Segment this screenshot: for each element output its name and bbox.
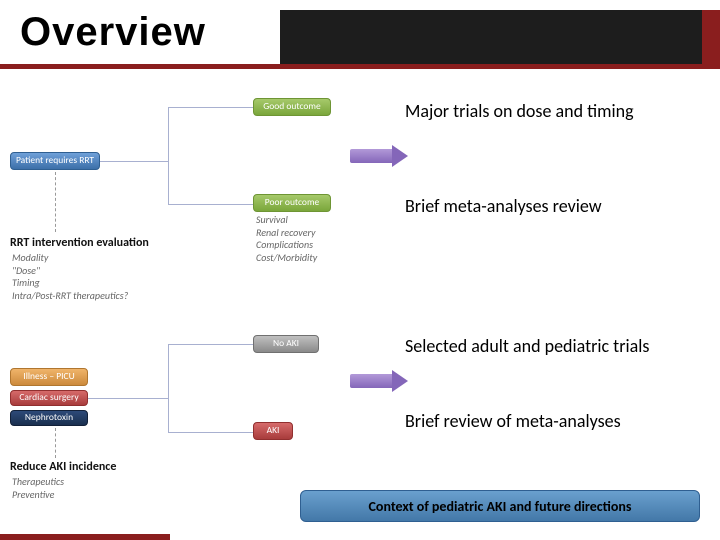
eval-item: Modality	[12, 252, 128, 265]
box-aki: AKI	[253, 422, 293, 440]
eval-item: Preventive	[12, 489, 64, 502]
line	[168, 344, 169, 432]
line	[168, 107, 169, 204]
box-good-outcome: Good outcome	[253, 98, 331, 116]
bottom-banner: Context of pediatric AKI and future dire…	[300, 490, 700, 522]
arrow-head-icon	[392, 145, 408, 167]
box-patient-rrt: Patient requires RRT	[10, 152, 100, 170]
right-text-4: Brief review of meta-analyses	[405, 410, 621, 432]
box-cardiac: Cardiac surgery	[10, 390, 88, 406]
arrow-stem	[350, 149, 394, 163]
eval-item: Therapeutics	[12, 476, 64, 489]
eval-item: Timing	[12, 277, 128, 290]
eval-item: Intra/Post-RRT therapeutics?	[12, 290, 128, 303]
right-text-3: Selected adult and pediatric trials	[405, 335, 649, 357]
box-no-aki: No AKI	[253, 335, 319, 353]
line	[168, 107, 253, 108]
eval-lower-heading: Reduce AKI incidence	[10, 460, 116, 474]
line	[168, 204, 253, 205]
line	[168, 432, 253, 433]
eval-item: Cost/Morbidity	[256, 252, 317, 265]
right-text-2: Brief meta-analyses review	[405, 195, 602, 217]
line	[88, 398, 168, 399]
eval-middle-list: Survival Renal recovery Complications Co…	[256, 214, 317, 264]
eval-lower-list: Therapeutics Preventive	[12, 476, 64, 501]
title-dark-block	[280, 10, 720, 64]
eval-item: Survival	[256, 214, 317, 227]
arrow-upper	[350, 145, 410, 167]
arrow-head-icon	[392, 370, 408, 392]
line	[100, 161, 168, 162]
eval-item: Complications	[256, 239, 317, 252]
dashed-line	[55, 172, 56, 232]
arrow-lower	[350, 370, 410, 392]
right-text-1: Major trials on dose and timing	[405, 100, 634, 122]
page-title: Overview	[20, 10, 206, 55]
dashed-line	[55, 428, 56, 458]
box-nephrotoxin: Nephrotoxin	[10, 410, 88, 426]
line	[168, 344, 253, 345]
title-bar: Overview	[0, 0, 720, 76]
title-underline	[0, 64, 720, 69]
arrow-stem	[350, 374, 394, 388]
eval-upper-heading: RRT intervention evaluation	[10, 236, 149, 250]
box-poor-outcome: Poor outcome	[253, 194, 331, 212]
footer-bar	[0, 534, 170, 540]
box-illness: Illness – PICU	[10, 368, 88, 386]
eval-upper-list: Modality "Dose" Timing Intra/Post-RRT th…	[12, 252, 128, 302]
